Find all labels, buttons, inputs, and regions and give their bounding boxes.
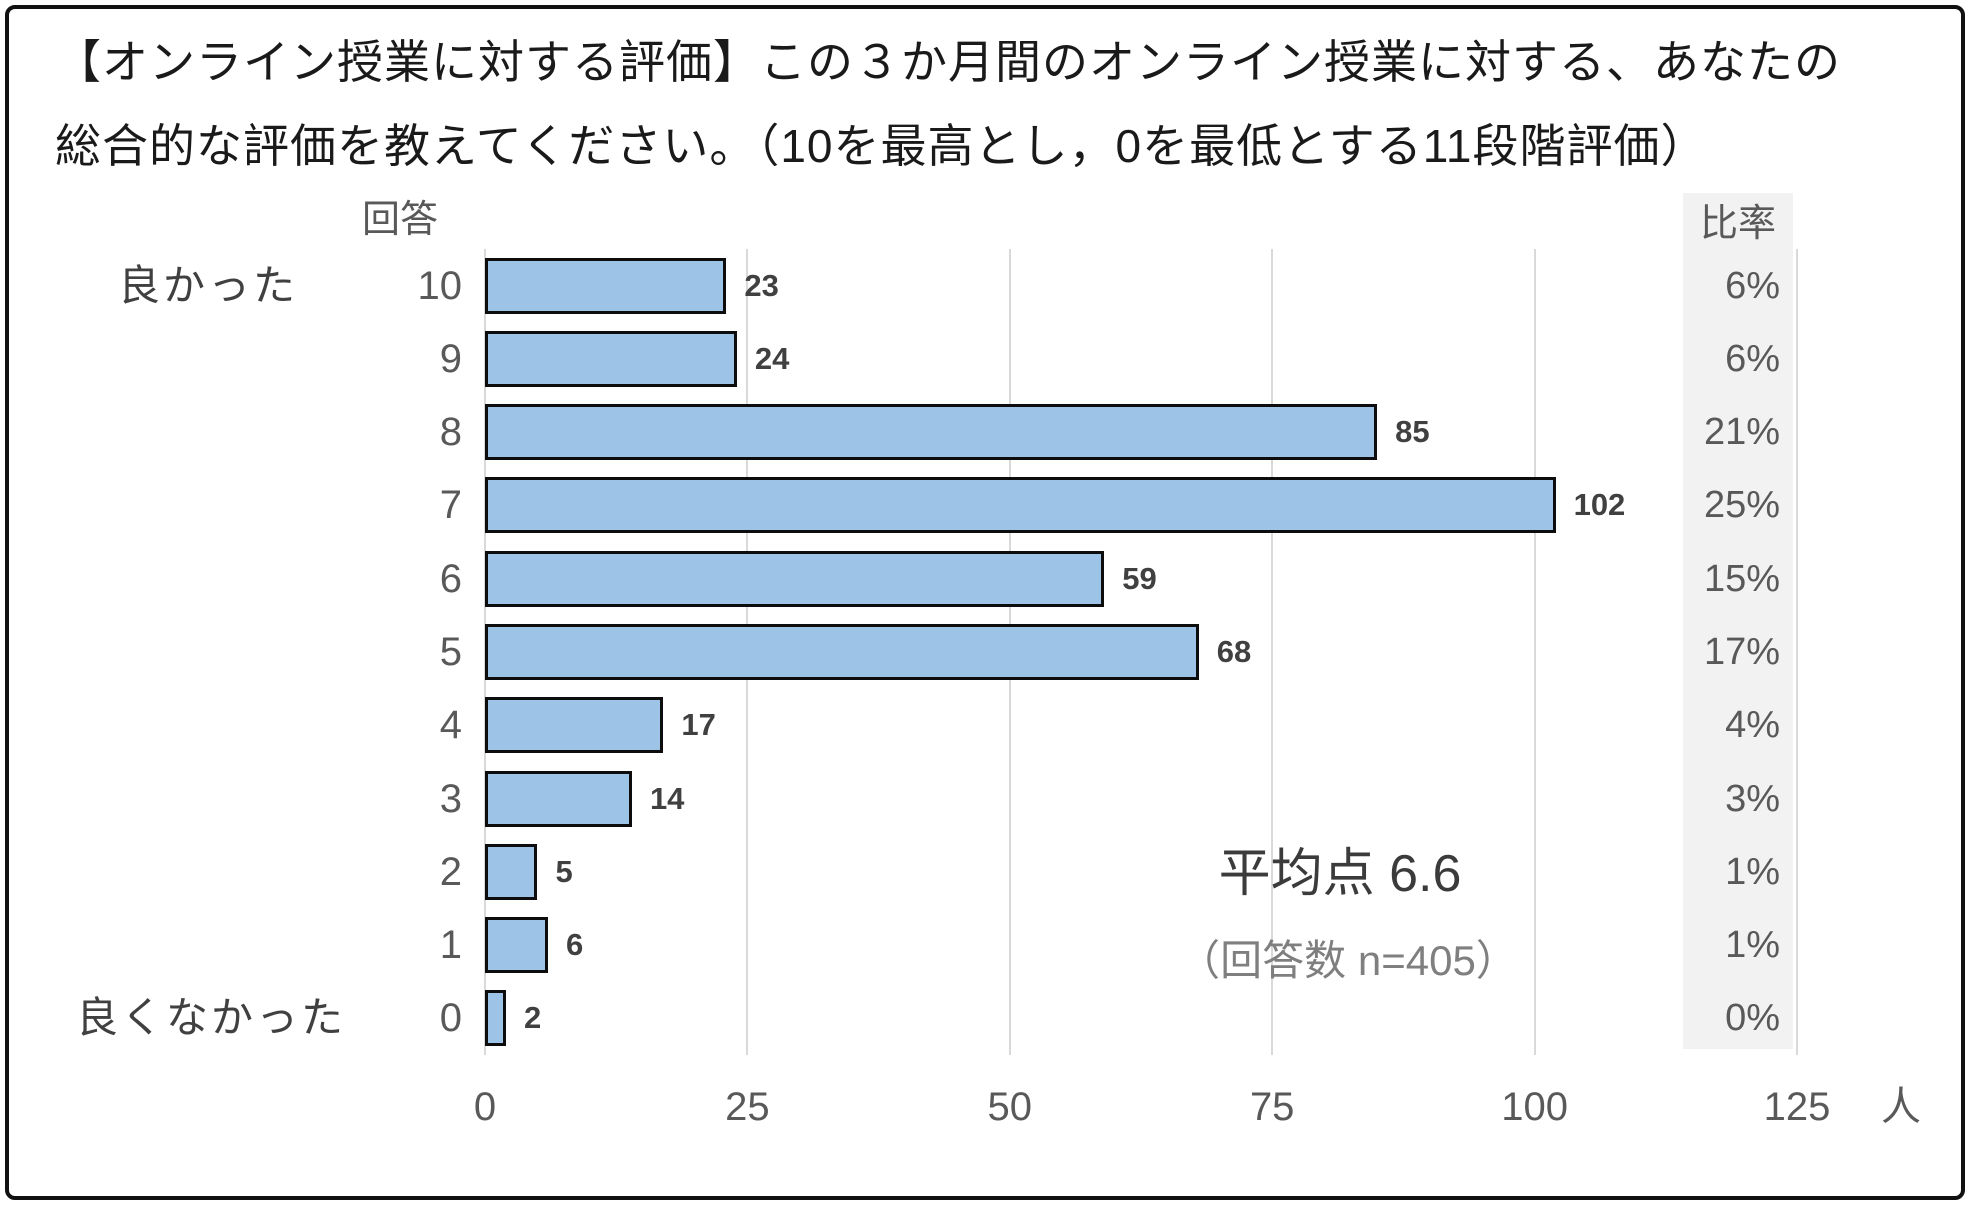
bar-rating-3: [485, 770, 632, 827]
x-axis-tick-label-100: 100: [1501, 1085, 1568, 1129]
x-axis-unit-label: 人: [1881, 1085, 1921, 1129]
bar-value-label-4: 17: [681, 707, 716, 743]
bar-rating-5: [485, 624, 1199, 680]
bar-rating-10: [485, 257, 727, 314]
bar-value-label-1: 6: [565, 927, 584, 963]
bar-rating-0: [485, 990, 506, 1047]
chart-title-line2: 総合的な評価を教えてください。（10を最高とし，0を最低とする11段階評価）: [55, 120, 1708, 172]
category-tick-label-9: 9: [439, 336, 462, 381]
scale-top-endpoint-label: 良かった: [118, 262, 299, 309]
gridline-x-125: [1796, 249, 1798, 1055]
bar-value-label-0: 2: [523, 1000, 542, 1036]
percent-label-1: 1%: [1725, 924, 1780, 967]
category-tick-label-2: 2: [439, 849, 462, 894]
category-tick-label-7: 7: [439, 483, 462, 528]
bar-value-label-6: 59: [1122, 560, 1157, 596]
category-tick-label-5: 5: [439, 630, 462, 674]
bar-rating-2: [485, 843, 538, 900]
percent-label-10: 6%: [1725, 264, 1780, 307]
x-axis-tick-label-50: 50: [987, 1085, 1033, 1129]
x-axis-tick-label-25: 25: [725, 1085, 770, 1129]
bar-rating-6: [485, 550, 1105, 607]
category-tick-label-8: 8: [439, 410, 462, 455]
category-tick-label-1: 1: [439, 923, 462, 968]
answer-column-header: 回答: [361, 199, 438, 241]
bar-rating-1: [485, 917, 548, 974]
average-score-annotation: 平均点 6.6: [1218, 845, 1462, 903]
rate-column-background: [1683, 193, 1793, 1049]
bar-value-label-7: 102: [1573, 487, 1626, 523]
bar-value-label-8: 85: [1395, 414, 1430, 450]
bar-value-label-5: 68: [1216, 634, 1252, 669]
category-tick-label-4: 4: [439, 703, 462, 748]
bar-rating-7: [485, 477, 1556, 534]
percent-label-5: 17%: [1703, 631, 1780, 673]
bar-value-label-10: 23: [744, 267, 779, 303]
percent-label-4: 4%: [1725, 704, 1780, 747]
category-tick-label-3: 3: [439, 776, 462, 821]
bar-value-label-3: 14: [649, 780, 685, 816]
bar-value-label-9: 24: [754, 340, 790, 376]
percent-label-9: 6%: [1725, 337, 1780, 380]
chart-title-line1: 【オンライン授業に対する評価】この３か月間のオンライン授業に対する、あなたの: [55, 36, 1841, 88]
percent-label-7: 25%: [1703, 484, 1780, 527]
scale-bottom-endpoint-label: 良くなかった: [76, 994, 347, 1041]
gridline-x-100: [1533, 249, 1536, 1055]
bar-value-label-2: 5: [555, 853, 573, 889]
percent-label-2: 1%: [1725, 850, 1780, 893]
percent-label-8: 21%: [1703, 411, 1780, 454]
category-tick-label-0: 0: [439, 996, 462, 1041]
gridline-x-75: [1271, 249, 1274, 1055]
x-axis-tick-label-125: 125: [1763, 1085, 1831, 1129]
bar-rating-9: [485, 330, 737, 387]
percent-label-3: 3%: [1725, 777, 1780, 820]
percent-label-6: 15%: [1703, 557, 1780, 600]
chart-title: 【オンライン授業に対する評価】この３か月間のオンライン授業に対する、あなたの 総…: [55, 20, 1935, 188]
respondent-count-annotation: （回答数 n=405）: [1178, 937, 1518, 984]
category-tick-label-6: 6: [439, 556, 462, 601]
bar-rating-4: [485, 697, 664, 754]
x-axis-tick-label-75: 75: [1249, 1085, 1295, 1129]
percent-label-0: 0%: [1725, 997, 1780, 1040]
bar-rating-8: [485, 404, 1378, 461]
rate-column-header: 比率: [1699, 203, 1776, 245]
x-axis-tick-label-0: 0: [473, 1085, 497, 1129]
category-tick-label-10: 10: [417, 263, 463, 308]
